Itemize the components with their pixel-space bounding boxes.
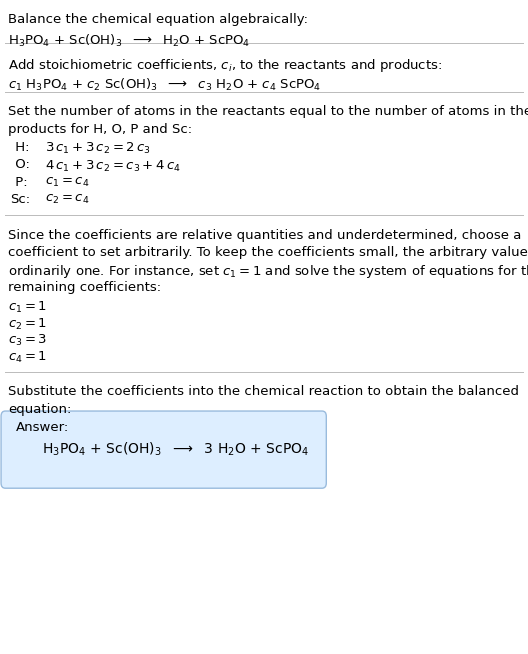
Text: Add stoichiometric coefficients, $c_i$, to the reactants and products:: Add stoichiometric coefficients, $c_i$, … <box>8 58 442 74</box>
Text: O:: O: <box>11 158 30 171</box>
Text: Substitute the coefficients into the chemical reaction to obtain the balanced: Substitute the coefficients into the che… <box>8 385 519 398</box>
Text: Set the number of atoms in the reactants equal to the number of atoms in the: Set the number of atoms in the reactants… <box>8 105 528 118</box>
Text: P:: P: <box>11 176 27 189</box>
Text: $c_4 = 1$: $c_4 = 1$ <box>8 350 47 365</box>
Text: $c_1 = c_4$: $c_1 = c_4$ <box>45 176 89 189</box>
Text: H$_3$PO$_4$ + Sc(OH)$_3$  $\longrightarrow$  3 H$_2$O + ScPO$_4$: H$_3$PO$_4$ + Sc(OH)$_3$ $\longrightarro… <box>42 441 309 458</box>
Text: $3\,c_1 + 3\,c_2 = 2\,c_3$: $3\,c_1 + 3\,c_2 = 2\,c_3$ <box>45 141 150 156</box>
Text: remaining coefficients:: remaining coefficients: <box>8 281 161 294</box>
Text: $c_2 = 1$: $c_2 = 1$ <box>8 317 47 332</box>
Text: $c_2 = c_4$: $c_2 = c_4$ <box>45 193 89 206</box>
Text: $c_1 = 1$: $c_1 = 1$ <box>8 300 47 315</box>
Text: $4\,c_1 + 3\,c_2 = c_3 + 4\,c_4$: $4\,c_1 + 3\,c_2 = c_3 + 4\,c_4$ <box>45 158 181 173</box>
Text: ordinarily one. For instance, set $c_1 = 1$ and solve the system of equations fo: ordinarily one. For instance, set $c_1 =… <box>8 264 528 281</box>
Text: Answer:: Answer: <box>16 421 69 434</box>
Text: coefficient to set arbitrarily. To keep the coefficients small, the arbitrary va: coefficient to set arbitrarily. To keep … <box>8 246 528 259</box>
Text: $c_1$ H$_3$PO$_4$ + $c_2$ Sc(OH)$_3$  $\longrightarrow$  $c_3$ H$_2$O + $c_4$ Sc: $c_1$ H$_3$PO$_4$ + $c_2$ Sc(OH)$_3$ $\l… <box>8 77 321 93</box>
Text: equation:: equation: <box>8 402 71 415</box>
FancyBboxPatch shape <box>1 411 326 488</box>
Text: Sc:: Sc: <box>11 193 31 206</box>
Text: Balance the chemical equation algebraically:: Balance the chemical equation algebraica… <box>8 13 308 26</box>
Text: products for H, O, P and Sc:: products for H, O, P and Sc: <box>8 122 192 135</box>
Text: Since the coefficients are relative quantities and underdetermined, choose a: Since the coefficients are relative quan… <box>8 229 521 242</box>
Text: $c_3 = 3$: $c_3 = 3$ <box>8 334 47 349</box>
Text: $\mathsf{H_3PO_4}$ + Sc(OH)$_3$  $\longrightarrow$  H$_2$O + ScPO$_4$: $\mathsf{H_3PO_4}$ + Sc(OH)$_3$ $\longri… <box>8 33 250 49</box>
Text: H:: H: <box>11 141 29 154</box>
